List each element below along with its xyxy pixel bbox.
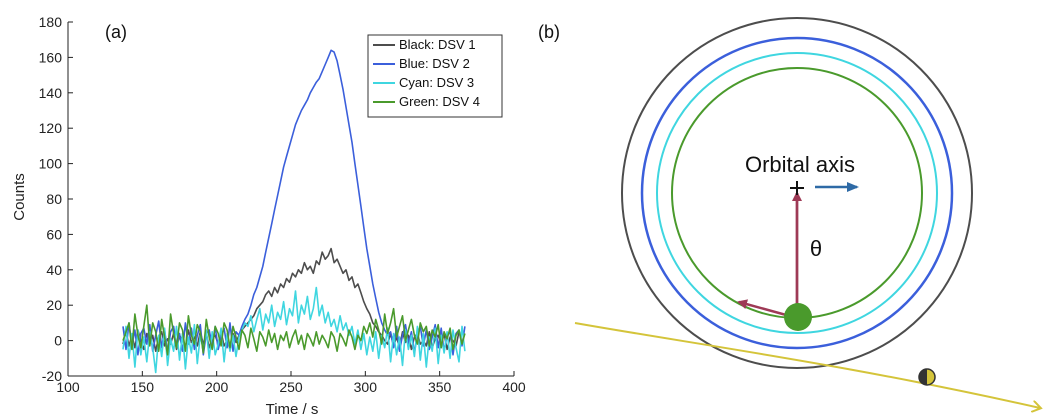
series-line-cyan	[122, 286, 466, 374]
y-axis-label: Counts	[11, 173, 28, 221]
orbital-axis-label: Orbital axis	[745, 152, 855, 177]
ring-blue	[640, 36, 954, 350]
panel-b-label: (b)	[538, 22, 560, 42]
series-line-green	[122, 304, 466, 356]
moving-body	[918, 368, 936, 386]
x-tick-label: 200	[205, 379, 229, 395]
x-tick-label: 100	[56, 379, 80, 395]
x-tick-label: 150	[131, 379, 155, 395]
legend-entry: Black: DSV 1	[399, 37, 476, 52]
panel-a-chart: 100 150 200 250 300 350 400 -20 0 20 40 60 80 100 120 1…	[11, 14, 526, 418]
detector-dot	[784, 303, 812, 331]
y-tick-label: 20	[46, 297, 62, 313]
theta-label: θ	[810, 236, 822, 261]
y-tick-label: 80	[46, 191, 62, 207]
ring-black	[621, 17, 973, 369]
panel-b-diagram: (b)	[538, 17, 1040, 408]
x-tick-label: 300	[354, 379, 378, 395]
legend-entry: Blue: DSV 2	[399, 56, 470, 71]
y-tick-label: 140	[39, 85, 63, 101]
y-tick-label: 60	[46, 226, 62, 242]
legend-entry: Cyan: DSV 3	[399, 75, 474, 90]
x-tick-label: 250	[279, 379, 303, 395]
y-tick-label: 160	[39, 49, 63, 65]
y-tick-label: -20	[42, 368, 62, 384]
ring-cyan	[656, 52, 938, 334]
y-tick-label: 40	[46, 262, 62, 278]
x-tick-label: 400	[502, 379, 526, 395]
x-tick-label: 350	[428, 379, 452, 395]
chart-legend: Black: DSV 1 Blue: DSV 2 Cyan: DSV 3 Green:…	[367, 34, 503, 118]
x-axis-label: Time / s	[266, 401, 319, 418]
trajectory-curve	[574, 322, 1040, 408]
y-tick-label: 180	[39, 14, 63, 30]
panel-a-label: (a)	[105, 22, 127, 42]
chart-ticks: 100 150 200 250 300 350 400 -20 0 20 40 60 80 100 120 1…	[39, 14, 526, 395]
chart-series	[122, 49, 466, 374]
legend-entry: Green: DSV 4	[399, 94, 480, 109]
legend-box	[367, 34, 503, 118]
y-tick-label: 120	[39, 120, 63, 136]
axis-center-marker	[790, 181, 804, 195]
y-tick-label: 0	[54, 333, 62, 349]
y-tick-label: 100	[39, 156, 63, 172]
